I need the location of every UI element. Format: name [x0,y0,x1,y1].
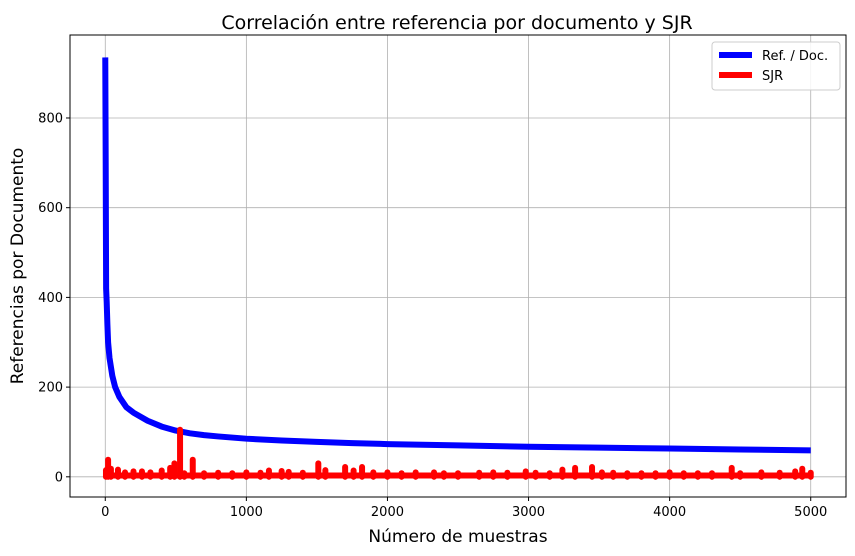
legend-label-sjr: SJR [762,69,783,84]
series-line-ref-doc [102,57,811,454]
legend-label-ref-doc: Ref. / Doc. [762,49,828,64]
x-tick-label: 0 [101,505,109,520]
ticks: 0 1000 2000 3000 4000 5000 0 200 400 600 800 [38,111,827,520]
x-tick-label: 2000 [371,505,404,520]
x-axis-label: Número de muestras [368,527,547,547]
y-tick-label: 600 [38,201,63,216]
chart-title: Correlación entre referencia por documen… [221,12,692,34]
x-tick-label: 3000 [512,505,545,520]
y-tick-label: 800 [38,111,63,126]
series-layer [102,57,814,480]
y-tick-label: 0 [55,470,63,485]
y-tick-label: 200 [38,381,63,396]
y-axis-label: Referencias por Documento [8,148,28,385]
x-tick-label: 4000 [653,505,686,520]
x-tick-label: 1000 [230,505,263,520]
legend: Ref. / Doc. SJR [711,41,841,91]
y-tick-label: 400 [38,291,63,306]
plot-frame [69,34,847,498]
grid [70,35,846,497]
x-tick-label: 5000 [794,505,827,520]
